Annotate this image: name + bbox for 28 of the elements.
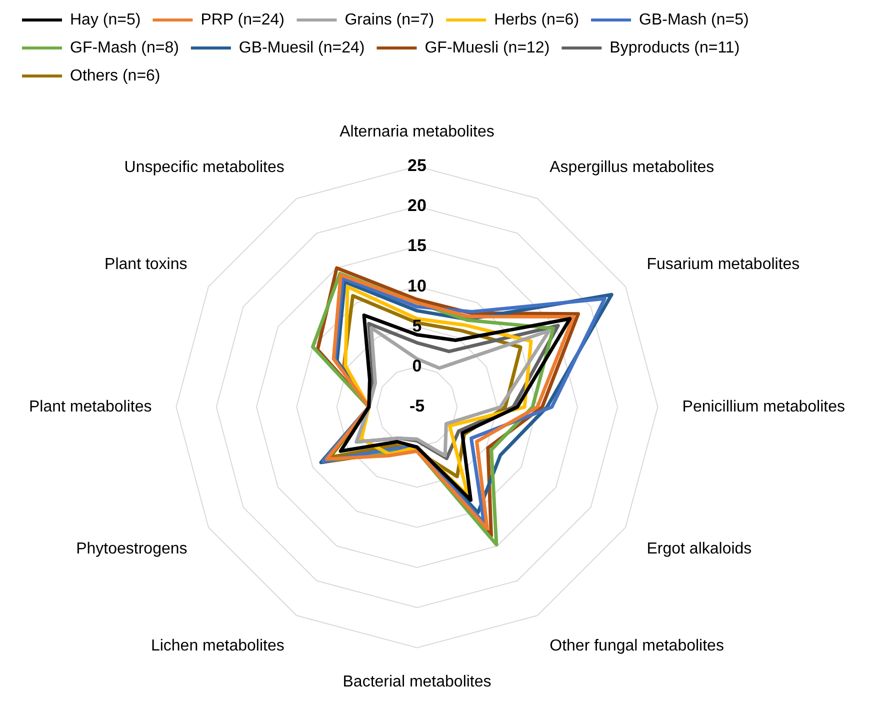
spoke-label: Lichen metabolites	[150, 638, 284, 655]
spoke-label: Penicillium metabolites	[682, 398, 845, 416]
spoke-label: Unspecific metabolites	[124, 159, 284, 176]
legend-label: GB-Muesil (n=24)	[238, 39, 365, 56]
legend-label: GF-Mash (n=8)	[70, 39, 179, 56]
y-tick-label: 25	[408, 156, 426, 175]
y-tick-label: 0	[412, 356, 422, 376]
legend-label: Herbs (n=6)	[494, 11, 580, 28]
legend-label: Others (n=6)	[70, 67, 160, 84]
legend-label: GF-Muesli (n=12)	[424, 39, 550, 56]
spoke-label: Ergot alkaloids	[646, 540, 752, 558]
legend-label: Byproducts (n=11)	[610, 39, 740, 56]
legend-label: Hay (n=5)	[70, 11, 141, 28]
spoke-label: Fusarium metabolites	[646, 256, 800, 274]
y-tick-label: 20	[408, 196, 426, 216]
legend-label: PRP (n=24)	[200, 11, 284, 28]
y-tick-label: -5	[409, 396, 425, 416]
legend-label: GB-Mash (n=5)	[639, 11, 749, 28]
spoke-label: Plant metabolites	[29, 398, 152, 416]
spoke-label: Plant toxins	[104, 256, 188, 274]
spoke-label: Other fungal metabolites	[550, 638, 724, 655]
spoke-label: Phytoestrogens	[76, 540, 188, 558]
spoke-label: Alternaria metabolites	[340, 124, 494, 141]
spoke-label: Aspergillus metabolites	[550, 159, 714, 176]
spoke-label: Bacterial metabolites	[342, 673, 492, 690]
legend-label: Grains (n=7)	[344, 11, 434, 28]
y-tick-label: 10	[408, 276, 426, 296]
y-tick-label: 15	[408, 236, 426, 256]
